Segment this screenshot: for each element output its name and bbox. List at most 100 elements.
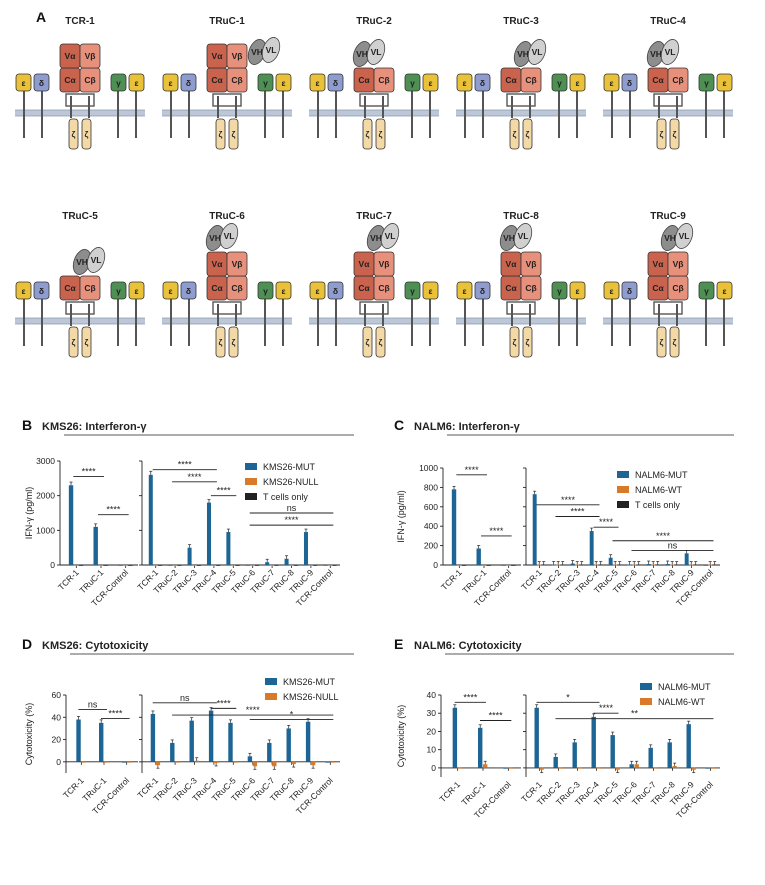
construct-truc-9: TRuC-9 ε δ γ ε Cα Cβ Vα Vβ ζ ζ VH VL bbox=[603, 211, 733, 358]
zeta-label: ζ bbox=[673, 129, 677, 139]
significance-label: **** bbox=[246, 705, 261, 715]
delta bbox=[327, 73, 344, 92]
bar-t-cells-only bbox=[636, 564, 641, 566]
legend-label: T cells only bbox=[635, 500, 680, 510]
gamma bbox=[257, 73, 274, 92]
legend-swatch bbox=[617, 486, 629, 493]
membrane bbox=[309, 318, 439, 324]
bar-kms26-null bbox=[250, 565, 255, 566]
bar-nalm6-wt bbox=[596, 767, 601, 769]
c-alpha-label: Cα bbox=[64, 75, 76, 85]
epsilon bbox=[15, 73, 32, 92]
bar-nalm6-wt bbox=[672, 766, 677, 768]
epsilon bbox=[275, 73, 292, 92]
epsilon-label: ε bbox=[168, 286, 172, 296]
bar-kms26-mut bbox=[189, 720, 194, 762]
bar-kms26-mut bbox=[267, 742, 272, 762]
c-alpha-label: Cα bbox=[505, 75, 517, 85]
v-beta-label: Vβ bbox=[232, 51, 243, 61]
zeta bbox=[362, 326, 373, 358]
c-alpha-label: Cα bbox=[64, 283, 76, 293]
delta bbox=[180, 281, 197, 300]
gamma bbox=[404, 281, 421, 300]
bar-nalm6-mut bbox=[551, 564, 556, 566]
c-alpha-label: Cα bbox=[358, 75, 370, 85]
chart-title: NALM6: Cytotoxicity bbox=[414, 640, 522, 652]
gamma-label: γ bbox=[557, 78, 562, 88]
epsilon-label: ε bbox=[134, 286, 138, 296]
c-beta-label: Cβ bbox=[672, 283, 683, 293]
bar-kms26-mut bbox=[93, 526, 98, 565]
significance-label: **** bbox=[178, 460, 193, 470]
bar-nalm6-mut bbox=[627, 564, 632, 566]
hinge bbox=[653, 301, 683, 315]
v-beta-label: Vβ bbox=[526, 259, 537, 269]
epsilon bbox=[456, 281, 473, 300]
significance-label: **** bbox=[82, 467, 97, 477]
bar-nalm6-mut bbox=[553, 756, 558, 768]
zeta bbox=[656, 118, 667, 150]
hinge bbox=[359, 301, 389, 315]
c-beta-label: Cβ bbox=[378, 75, 389, 85]
epsilon-label: ε bbox=[428, 78, 432, 88]
epsilon bbox=[162, 281, 179, 300]
bar-t-cells-only bbox=[216, 565, 221, 566]
y-tick-label: 40 bbox=[52, 712, 62, 722]
epsilon-label: ε bbox=[315, 78, 319, 88]
y-tick-label: 400 bbox=[424, 521, 438, 531]
bar-nalm6-mut bbox=[501, 565, 506, 566]
scfv-vl bbox=[86, 247, 106, 273]
v-beta-label: Vβ bbox=[673, 259, 684, 269]
bar-t-cells-only bbox=[78, 565, 84, 566]
y-axis-label: Cytotoxicity (%) bbox=[396, 705, 406, 768]
zeta-label: ζ bbox=[85, 337, 89, 347]
bar-nalm6-wt bbox=[670, 564, 675, 566]
scfv-vl bbox=[366, 39, 386, 65]
scfv-vl-label: VL bbox=[266, 45, 277, 55]
y-tick-label: 0 bbox=[50, 560, 55, 570]
y-axis-label: IFN-γ (pg/ml) bbox=[24, 487, 34, 540]
c-alpha-label: Cα bbox=[505, 283, 517, 293]
zeta-label: ζ bbox=[526, 337, 530, 347]
y-tick-label: 1000 bbox=[419, 463, 438, 473]
construct-title: TRuC-4 bbox=[650, 16, 686, 27]
panel-label: C bbox=[394, 417, 404, 433]
legend-label: NALM6-WT bbox=[658, 697, 706, 707]
gamma bbox=[551, 281, 568, 300]
v-beta bbox=[520, 251, 542, 277]
epsilon-label: ε bbox=[462, 286, 466, 296]
bar-kms26-null bbox=[291, 761, 296, 765]
bar-nalm6-wt bbox=[632, 564, 637, 566]
delta bbox=[474, 73, 491, 92]
bar-nalm6-wt bbox=[651, 564, 656, 566]
membrane bbox=[162, 318, 292, 324]
construct-title: TRuC-9 bbox=[650, 211, 686, 222]
bar-nalm6-wt bbox=[710, 767, 715, 769]
y-tick-label: 3000 bbox=[36, 456, 55, 466]
hinge bbox=[653, 93, 683, 107]
legend-swatch bbox=[245, 463, 257, 470]
bar-t-cells-only bbox=[579, 564, 584, 566]
gamma-label: γ bbox=[557, 286, 562, 296]
membrane bbox=[456, 110, 586, 116]
bar-kms26-null bbox=[155, 761, 161, 766]
y-tick-label: 0 bbox=[433, 560, 438, 570]
zeta-label: ζ bbox=[232, 129, 236, 139]
zeta-label: ζ bbox=[72, 129, 76, 139]
scfv-vl bbox=[219, 223, 239, 249]
gamma-label: γ bbox=[410, 286, 415, 296]
epsilon-label: ε bbox=[281, 78, 285, 88]
significance-label: * bbox=[566, 692, 570, 702]
bar-nalm6-wt bbox=[594, 564, 599, 566]
bar-kms26-mut bbox=[150, 713, 156, 762]
panel-label: B bbox=[22, 417, 32, 433]
epsilon bbox=[309, 281, 326, 300]
epsilon bbox=[716, 281, 733, 300]
panel-label: E bbox=[394, 636, 403, 652]
epsilon bbox=[569, 73, 586, 92]
bar-kms26-mut bbox=[148, 474, 153, 565]
y-tick-label: 2000 bbox=[36, 491, 55, 501]
bar-kms26-null bbox=[252, 761, 258, 767]
v-alpha-label: Vα bbox=[653, 259, 665, 269]
membrane bbox=[162, 110, 292, 116]
